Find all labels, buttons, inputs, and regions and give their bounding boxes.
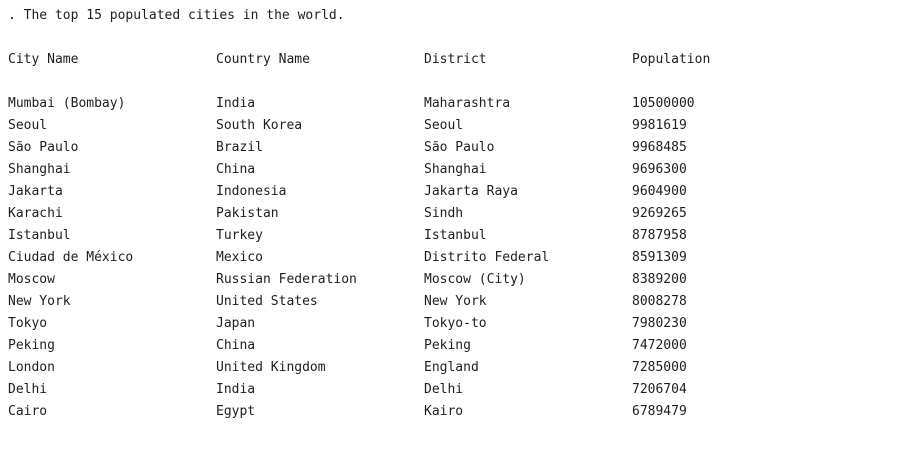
cell-population: 9981619 xyxy=(632,118,687,133)
cell-population: 8787958 xyxy=(632,228,687,243)
cell-city: London xyxy=(8,360,55,375)
cell-country: United States xyxy=(216,294,318,309)
table-row: Delhi India Delhi 7206704 xyxy=(8,381,888,403)
cell-country: India xyxy=(216,96,256,111)
header-country-name: Country Name xyxy=(216,52,310,67)
cell-population: 9269265 xyxy=(632,206,687,221)
cell-city: Ciudad de México xyxy=(8,250,134,265)
table-row: Karachi Pakistan Sindh 9269265 xyxy=(8,205,888,227)
cell-country: China xyxy=(216,338,256,353)
cell-city: São Paulo xyxy=(8,140,79,155)
cell-population: 7206704 xyxy=(632,382,687,397)
cell-population: 9604900 xyxy=(632,184,687,199)
blank-line xyxy=(8,29,888,51)
cell-population: 6789479 xyxy=(632,404,687,419)
cell-population: 10500000 xyxy=(632,96,695,111)
cell-country: Turkey xyxy=(216,228,263,243)
cell-district: Tokyo-to xyxy=(424,316,487,331)
cell-population: 9968485 xyxy=(632,140,687,155)
header-population: Population xyxy=(632,52,711,67)
table-row: Seoul South Korea Seoul 9981619 xyxy=(8,117,888,139)
cell-district: Peking xyxy=(424,338,471,353)
table-row: Moscow Russian Federation Moscow (City) … xyxy=(8,271,888,293)
cell-district: Sindh xyxy=(424,206,464,221)
cell-district: Delhi xyxy=(424,382,464,397)
cell-population: 9696300 xyxy=(632,162,687,177)
cell-district: Moscow (City) xyxy=(424,272,526,287)
cell-country: United Kingdom xyxy=(216,360,326,375)
cell-district: Distrito Federal xyxy=(424,250,550,265)
cell-district: Istanbul xyxy=(424,228,487,243)
header-district: District xyxy=(424,52,487,67)
cell-district: São Paulo xyxy=(424,140,495,155)
cell-city: Istanbul xyxy=(8,228,71,243)
cell-country: Indonesia xyxy=(216,184,287,199)
cell-country: India xyxy=(216,382,256,397)
cell-country: Mexico xyxy=(216,250,263,265)
cell-population: 8389200 xyxy=(632,272,687,287)
output-title: . The top 15 populated cities in the wor… xyxy=(8,8,345,23)
table-row: Shanghai China Shanghai 9696300 xyxy=(8,161,888,183)
cell-district: Jakarta Raya xyxy=(424,184,518,199)
cell-district: Seoul xyxy=(424,118,464,133)
cell-district: Kairo xyxy=(424,404,464,419)
cell-city: Cairo xyxy=(8,404,48,419)
cell-district: Maharashtra xyxy=(424,96,511,111)
cell-country: Pakistan xyxy=(216,206,279,221)
header-city-name: City Name xyxy=(8,52,79,67)
table-row: London United Kingdom England 7285000 xyxy=(8,359,888,381)
cell-country: Japan xyxy=(216,316,256,331)
cell-city: Peking xyxy=(8,338,55,353)
cell-city: Moscow xyxy=(8,272,55,287)
cell-country: South Korea xyxy=(216,118,303,133)
cell-population: 7285000 xyxy=(632,360,687,375)
cell-city: Tokyo xyxy=(8,316,48,331)
table-row: Jakarta Indonesia Jakarta Raya 9604900 xyxy=(8,183,888,205)
table-row: New York United States New York 8008278 xyxy=(8,293,888,315)
table-row: Mumbai (Bombay) India Maharashtra 105000… xyxy=(8,95,888,117)
table-row: Peking China Peking 7472000 xyxy=(8,337,888,359)
cell-population: 8591309 xyxy=(632,250,687,265)
console-output: . The top 15 populated cities in the wor… xyxy=(8,7,888,425)
cell-population: 7472000 xyxy=(632,338,687,353)
table-row: Istanbul Turkey Istanbul 8787958 xyxy=(8,227,888,249)
cell-district: New York xyxy=(424,294,487,309)
cell-city: Seoul xyxy=(8,118,48,133)
cell-population: 7980230 xyxy=(632,316,687,331)
table-row: Tokyo Japan Tokyo-to 7980230 xyxy=(8,315,888,337)
cell-city: Karachi xyxy=(8,206,63,221)
cell-city: Mumbai (Bombay) xyxy=(8,96,126,111)
cell-city: Jakarta xyxy=(8,184,63,199)
cell-city: New York xyxy=(8,294,71,309)
cell-country: Egypt xyxy=(216,404,256,419)
cell-country: China xyxy=(216,162,256,177)
cell-city: Shanghai xyxy=(8,162,71,177)
table-row: Cairo Egypt Kairo 6789479 xyxy=(8,403,888,425)
cell-district: England xyxy=(424,360,479,375)
cell-population: 8008278 xyxy=(632,294,687,309)
cell-city: Delhi xyxy=(8,382,48,397)
cell-district: Shanghai xyxy=(424,162,487,177)
table-row: Ciudad de México Mexico Distrito Federal… xyxy=(8,249,888,271)
cell-country: Brazil xyxy=(216,140,263,155)
blank-line xyxy=(8,73,888,95)
table-row: São Paulo Brazil São Paulo 9968485 xyxy=(8,139,888,161)
cell-country: Russian Federation xyxy=(216,272,357,287)
table-header: City Name Country Name District Populati… xyxy=(8,51,888,73)
